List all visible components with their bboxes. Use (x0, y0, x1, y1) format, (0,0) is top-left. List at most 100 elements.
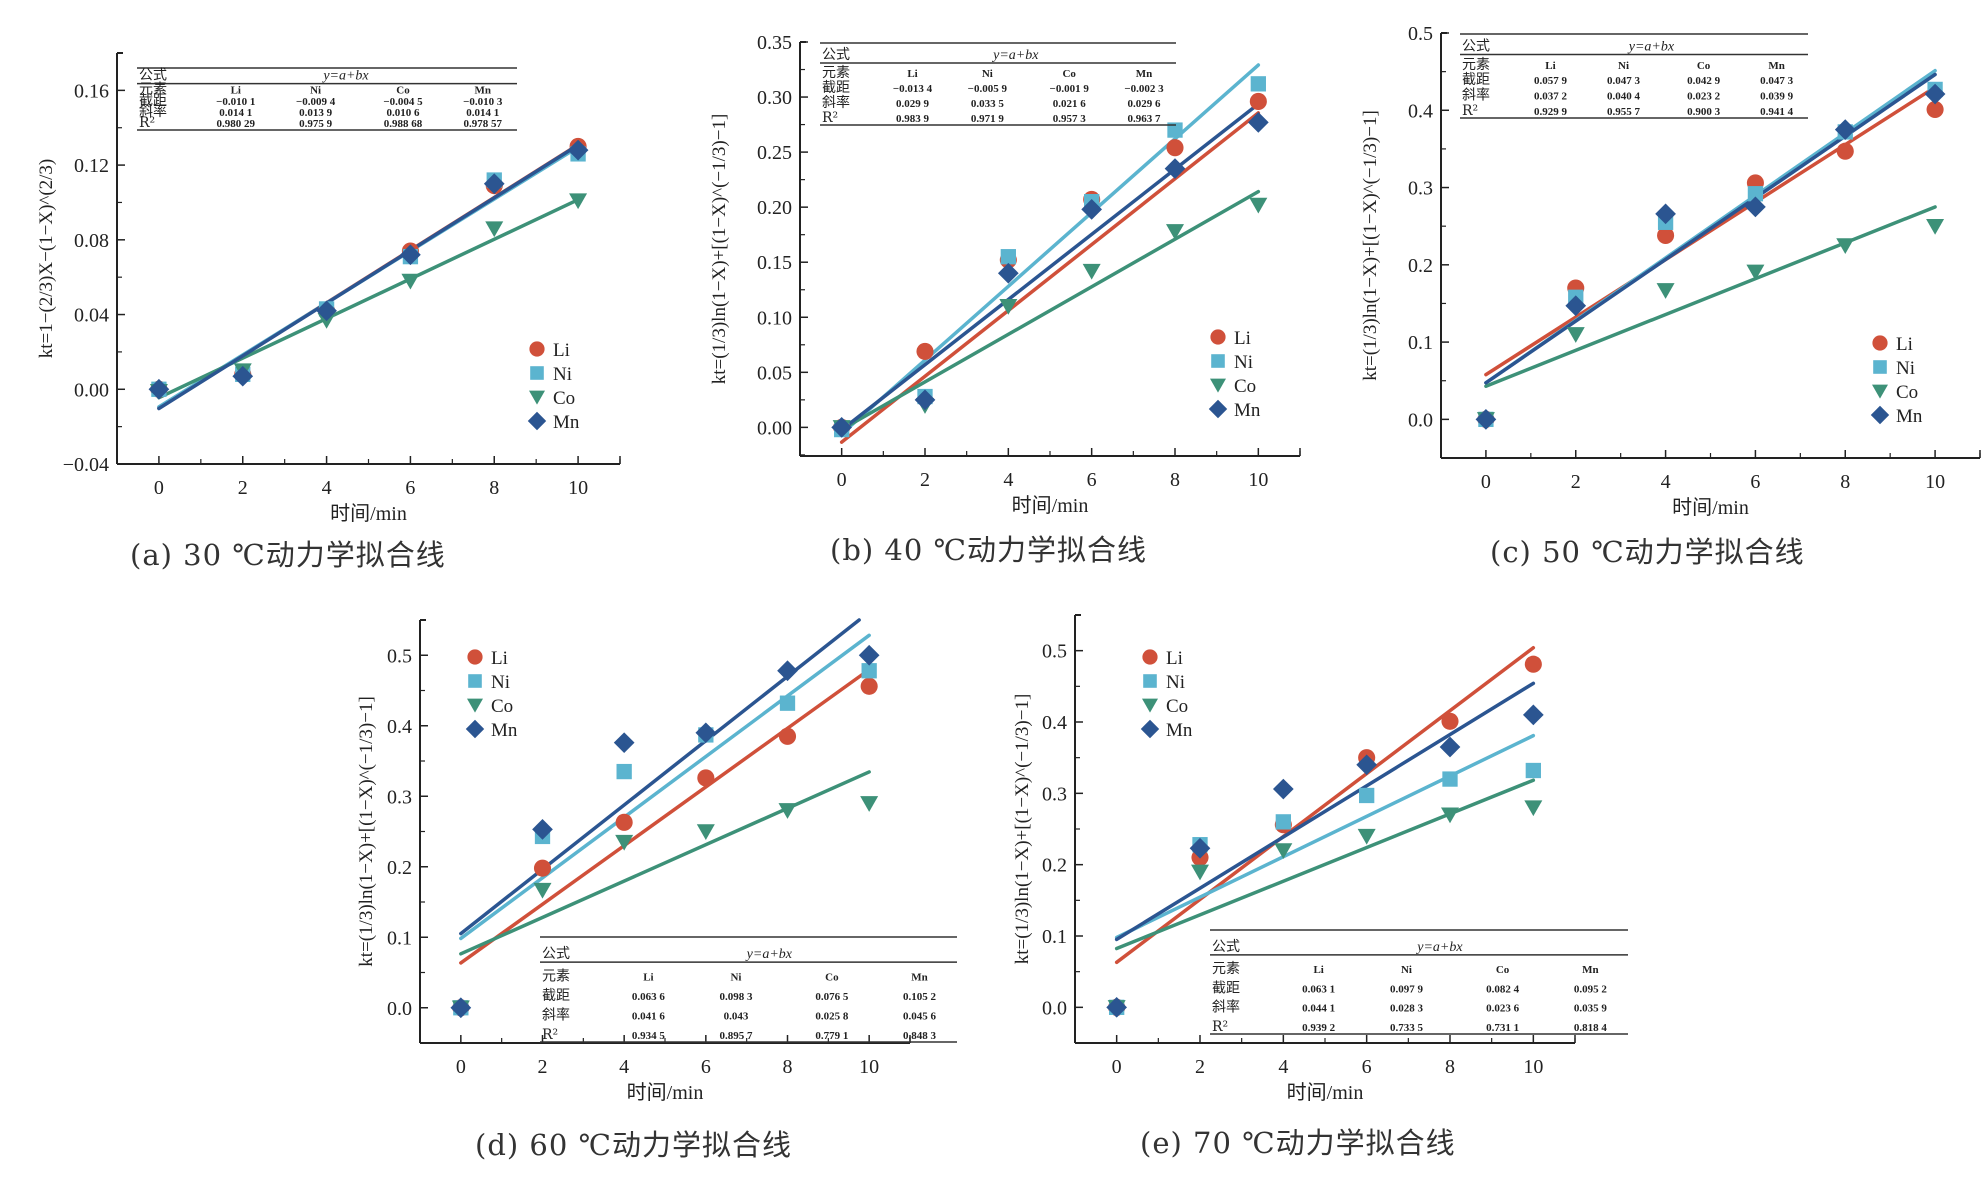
data-point-co (1746, 264, 1765, 281)
data-point-mn (613, 732, 635, 754)
y-tick-label: 0.15 (757, 252, 792, 274)
table-row-label: 元素 (822, 65, 850, 81)
x-tick-label: 8 (489, 477, 499, 499)
table-formula-label: 公式 (1462, 38, 1490, 54)
table-cell: 0.980 29 (217, 118, 256, 130)
x-axis-title: 时间/min (330, 502, 407, 525)
table-cell: 0.047 3 (1607, 75, 1641, 87)
x-tick-label: 4 (1003, 469, 1013, 491)
table-row-label: 斜率 (139, 103, 167, 120)
table-cell: 0.971 9 (971, 113, 1005, 125)
x-axis-title: 时间/min (1287, 1081, 1364, 1104)
data-point-mn (567, 139, 589, 161)
x-tick-label: 6 (1362, 1056, 1372, 1078)
table-cell: Mn (1768, 60, 1785, 72)
data-point-co (1656, 283, 1675, 299)
y-tick-label: 0.10 (757, 307, 792, 329)
legend-marker-ni (468, 674, 482, 688)
y-tick-label: 0.0 (387, 998, 412, 1020)
table-cell: 0.057 9 (1534, 75, 1568, 87)
legend-label-li: Li (491, 648, 508, 669)
table-cell: 0.014 1 (466, 107, 499, 119)
legend-label-co: Co (553, 388, 575, 409)
y-tick-label: 0.0 (1042, 997, 1067, 1019)
data-point-ni (1000, 249, 1016, 265)
data-point-ni (1250, 76, 1266, 92)
table-cell: 0.029 6 (1127, 98, 1161, 110)
y-tick-label: 0.12 (74, 155, 109, 177)
table-cell: −0.010 1 (216, 96, 255, 108)
x-tick-label: 0 (1112, 1056, 1122, 1078)
y-tick-label: 0.1 (1408, 332, 1433, 354)
y-tick-label: −0.04 (63, 454, 109, 476)
table-cell: 0.063 6 (632, 991, 666, 1003)
x-axis-title: 时间/min (1672, 496, 1749, 519)
table-row-label: 斜率 (1462, 87, 1490, 104)
data-point-mn (997, 262, 1019, 284)
data-point-co (1274, 843, 1293, 859)
x-tick-label: 4 (322, 477, 332, 499)
data-point-co (1926, 218, 1945, 235)
legend-label-ni: Ni (553, 364, 572, 385)
fit-line-mn (1484, 72, 1937, 385)
panel-caption: (a) 30 ℃动力学拟合线 (130, 538, 446, 572)
data-point-co (1191, 864, 1209, 881)
table-cell: Mn (1582, 964, 1599, 976)
data-point-co (860, 796, 879, 812)
table-cell: 0.063 1 (1302, 983, 1335, 995)
table-cell: 0.983 9 (896, 113, 930, 125)
table-cell: −0.009 4 (296, 96, 336, 108)
table-cell: 0.040 4 (1607, 91, 1641, 103)
legend: Li Ni Co Mn (1870, 334, 1923, 427)
fit-line-ni (839, 63, 1261, 436)
table-cell: Li (643, 972, 653, 984)
data-point-li (533, 859, 552, 877)
y-tick-label: 0.4 (1042, 712, 1067, 734)
data-point-li (1657, 226, 1675, 245)
data-point-co (778, 803, 797, 819)
series-mn (1106, 704, 1544, 1018)
data-point-mn (1924, 83, 1946, 105)
fit-line-co (1114, 778, 1536, 951)
x-tick-label: 8 (783, 1056, 793, 1078)
table-cell: 0.041 6 (632, 1011, 666, 1023)
legend-marker-ni (1873, 360, 1887, 374)
table-row-label: R² (139, 115, 155, 131)
table-cell: 0.733 5 (1390, 1022, 1424, 1034)
data-point-ni (861, 663, 877, 679)
table-formula-label: 公式 (139, 68, 167, 84)
table-cell: 0.013 9 (299, 107, 333, 119)
table-cell: 0.098 3 (719, 991, 753, 1003)
panel-caption: (b) 40 ℃动力学拟合线 (830, 533, 1147, 567)
fit-line-li (459, 667, 871, 965)
y-axis-title: kt=(1/3)ln(1−X)+[(1−X)^(−1/3)−1] (356, 696, 377, 967)
legend-marker-mn (1208, 399, 1228, 419)
fit-table: 公式 y=a+bx 元素 Li Ni Co Mn 截距 −0.010 1 −0.009 4 −0.0… (137, 67, 517, 131)
x-tick-label: 8 (1170, 469, 1180, 491)
table-cell: 0.082 4 (1486, 983, 1520, 995)
panel-caption: (c) 50 ℃动力学拟合线 (1490, 535, 1805, 569)
legend-label-co: Co (1234, 376, 1256, 397)
fit-line-ni (1114, 733, 1536, 940)
table-formula: y=a+bx (745, 947, 793, 962)
table-cell: 0.900 3 (1687, 106, 1721, 118)
data-point-co (401, 273, 420, 290)
legend-marker-co (1210, 378, 1226, 393)
table-cell: 0.105 2 (903, 991, 937, 1003)
fit-line-co (839, 189, 1261, 432)
table-row-label: 截距 (139, 93, 167, 109)
legend-label-li: Li (1234, 328, 1251, 349)
legend-marker-mn (527, 411, 547, 431)
data-point-co (1566, 327, 1585, 343)
table-row-label: 截距 (822, 80, 850, 96)
series-co (1476, 218, 1945, 428)
data-point-ni (1747, 186, 1764, 202)
table-row-label: R² (1462, 103, 1478, 119)
x-tick-label: 10 (1925, 471, 1945, 493)
table-row-label: R² (542, 1027, 558, 1043)
y-axis-title: kt=(1/3)ln(1−X)+[(1−X)^(−1/3)−1] (709, 114, 730, 385)
table-cell: 0.978 57 (464, 118, 503, 130)
legend-marker-mn (1870, 405, 1890, 425)
x-tick-label: 8 (1840, 471, 1850, 493)
table-cell: 0.975 9 (299, 118, 333, 130)
